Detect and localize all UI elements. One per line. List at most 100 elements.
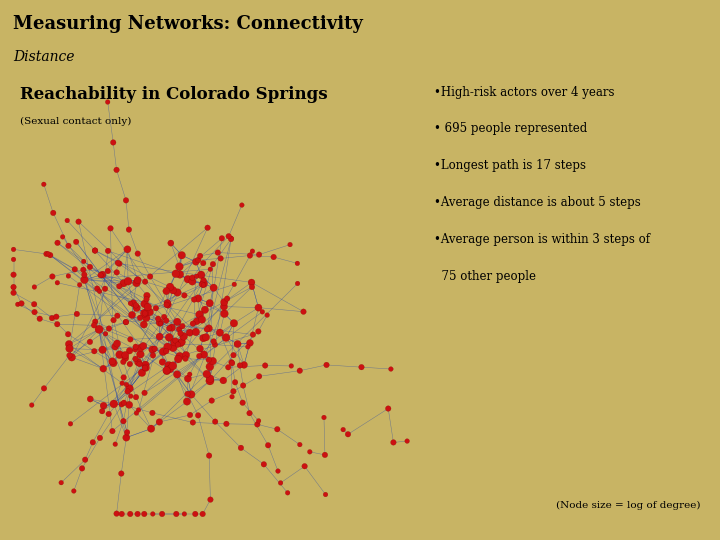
Point	[194, 352, 205, 360]
Point	[207, 260, 219, 268]
Point	[320, 361, 332, 369]
Point	[210, 340, 221, 349]
Point	[111, 166, 122, 174]
Point	[208, 284, 220, 292]
Point	[187, 319, 199, 328]
Point	[225, 234, 237, 242]
Point	[163, 333, 175, 342]
Text: Distance: Distance	[13, 50, 74, 64]
Point	[139, 309, 150, 318]
Point	[26, 401, 37, 409]
Point	[109, 342, 121, 351]
Point	[162, 342, 174, 351]
Point	[171, 370, 183, 379]
Point	[170, 336, 181, 345]
Point	[218, 302, 230, 311]
Point	[47, 272, 58, 281]
Point	[96, 407, 108, 415]
Point	[8, 288, 19, 297]
Point	[180, 350, 192, 359]
Point	[194, 310, 205, 319]
Point	[198, 276, 210, 285]
Point	[161, 287, 172, 295]
Point	[228, 280, 240, 289]
Point	[111, 268, 122, 276]
Point	[28, 300, 40, 308]
Point	[246, 278, 257, 287]
Point	[42, 249, 54, 258]
Point	[100, 329, 112, 338]
Point	[87, 438, 99, 447]
Point	[203, 324, 215, 333]
Point	[165, 239, 176, 247]
Point	[96, 346, 108, 354]
Point	[84, 395, 96, 403]
Point	[122, 428, 133, 437]
Point	[232, 340, 243, 348]
Point	[387, 438, 399, 447]
Point	[107, 427, 118, 435]
Point	[138, 510, 150, 518]
Text: (Node size = log of degree): (Node size = log of degree)	[556, 501, 700, 510]
Point	[184, 370, 196, 379]
Point	[116, 400, 127, 409]
Point	[217, 376, 229, 385]
Point	[253, 372, 265, 381]
Point	[8, 245, 19, 254]
Point	[258, 460, 269, 469]
Point	[45, 251, 56, 259]
Point	[261, 311, 273, 320]
Point	[247, 330, 258, 339]
Point	[225, 235, 237, 244]
Point	[138, 320, 150, 329]
Text: •High-risk actors over 4 years: •High-risk actors over 4 years	[433, 86, 614, 99]
Text: • 695 people represented: • 695 people represented	[433, 123, 587, 136]
Point	[204, 299, 215, 307]
Point	[139, 389, 150, 397]
Point	[292, 279, 303, 288]
Point	[38, 384, 50, 393]
Point	[198, 334, 210, 342]
Point	[225, 358, 237, 367]
Point	[220, 333, 232, 342]
Point	[179, 291, 190, 300]
Point	[161, 367, 173, 375]
Point	[187, 418, 199, 427]
Point	[94, 325, 105, 334]
Point	[34, 314, 45, 323]
Point	[8, 283, 19, 292]
Point	[111, 509, 122, 518]
Point	[190, 328, 202, 336]
Point	[120, 318, 132, 326]
Point	[144, 308, 156, 316]
Point	[208, 337, 220, 346]
Point	[102, 98, 114, 106]
Point	[161, 366, 172, 375]
Point	[253, 251, 265, 259]
Point	[197, 510, 208, 518]
Point	[124, 360, 135, 368]
Point	[46, 314, 58, 322]
Point	[118, 279, 130, 288]
Point	[132, 510, 143, 518]
Point	[156, 510, 168, 518]
Point	[298, 307, 310, 316]
Point	[203, 355, 215, 364]
Point	[140, 361, 151, 369]
Point	[69, 265, 81, 274]
Point	[55, 478, 67, 487]
Point	[203, 451, 215, 460]
Point	[89, 321, 100, 329]
Point	[48, 208, 59, 217]
Point	[153, 417, 165, 426]
Point	[108, 400, 120, 408]
Point	[141, 291, 153, 300]
Point	[147, 351, 158, 360]
Point	[112, 312, 123, 320]
Point	[147, 510, 158, 518]
Point	[251, 420, 263, 429]
Point	[94, 434, 106, 442]
Point	[235, 443, 247, 452]
Point	[84, 338, 96, 346]
Point	[76, 464, 88, 472]
